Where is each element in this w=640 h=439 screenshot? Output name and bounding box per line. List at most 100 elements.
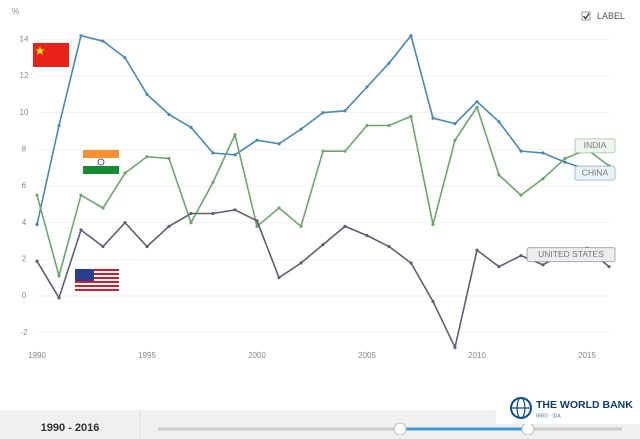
point	[167, 156, 171, 161]
point	[365, 85, 369, 89]
x-tick-label: 2000	[248, 351, 266, 360]
point	[563, 160, 567, 164]
flag-india	[83, 150, 119, 174]
y-tick-label: 0	[22, 291, 27, 300]
point	[123, 171, 127, 175]
point	[299, 261, 303, 265]
series-line	[36, 209, 610, 350]
y-tick-label: 14	[20, 34, 29, 43]
y-tick-label: -2	[20, 328, 28, 337]
point	[57, 274, 61, 278]
point	[453, 345, 457, 349]
y-tick-label: 12	[20, 71, 29, 80]
x-tick-label: 2010	[468, 351, 486, 360]
point	[57, 123, 61, 128]
point	[519, 254, 523, 258]
point	[519, 193, 523, 197]
point	[145, 155, 149, 159]
y-tick-label: 10	[20, 108, 29, 117]
point	[123, 221, 127, 225]
flag-usa	[75, 269, 119, 293]
point	[211, 211, 215, 216]
point	[497, 120, 501, 124]
point	[211, 180, 215, 184]
point	[541, 151, 545, 155]
point	[101, 206, 105, 210]
series-label: UNITED STATES	[538, 249, 604, 259]
point	[365, 233, 369, 238]
point	[321, 111, 325, 115]
point	[79, 228, 83, 232]
point	[167, 112, 171, 117]
point	[409, 34, 413, 38]
y-tick-label: 4	[22, 218, 27, 227]
point	[167, 224, 171, 228]
series-line	[36, 33, 610, 225]
label-toggle[interactable]: LABEL	[597, 11, 625, 21]
point	[145, 244, 149, 249]
brand-sub: IBRD · IDA	[536, 413, 561, 419]
point	[409, 261, 413, 265]
point	[255, 138, 259, 142]
point	[233, 153, 237, 157]
series-label-box	[574, 138, 616, 154]
label-checkbox[interactable]	[581, 11, 591, 21]
point	[343, 109, 347, 113]
point	[79, 34, 83, 38]
point	[277, 206, 281, 210]
point	[35, 193, 39, 197]
x-tick-label: 2005	[358, 351, 376, 360]
point	[343, 224, 347, 228]
point	[431, 222, 435, 227]
point	[123, 56, 127, 60]
point	[255, 219, 259, 223]
point	[277, 276, 281, 280]
point	[497, 173, 501, 177]
flag-china	[33, 43, 69, 67]
point	[409, 114, 413, 118]
point	[541, 177, 545, 181]
point	[233, 133, 237, 137]
point	[299, 127, 303, 131]
point	[255, 224, 259, 228]
y-tick-label: 6	[22, 181, 27, 190]
point	[453, 138, 457, 142]
slider-handle[interactable]	[521, 422, 535, 436]
point	[233, 208, 237, 212]
point	[475, 248, 479, 252]
point	[57, 296, 61, 300]
point	[79, 193, 83, 197]
series-label-box	[574, 165, 616, 181]
brand-name: THE WORLD BANK	[536, 399, 633, 411]
point	[607, 265, 611, 269]
point	[431, 116, 435, 120]
point	[35, 259, 39, 263]
point	[277, 142, 281, 146]
checkmark	[582, 13, 590, 20]
point	[475, 100, 479, 104]
y-tick-label: 8	[22, 144, 27, 153]
point	[189, 211, 193, 216]
point	[387, 244, 391, 249]
x-tick-label: 1995	[138, 351, 156, 360]
point	[387, 123, 391, 128]
range-label: 1990 - 2016	[41, 422, 100, 434]
point	[189, 221, 193, 225]
slider-handle[interactable]	[393, 422, 407, 436]
point	[35, 222, 39, 227]
series-line	[36, 105, 610, 279]
point	[321, 243, 325, 247]
point	[497, 265, 501, 269]
series-label-box	[526, 247, 616, 263]
point	[431, 299, 435, 304]
point	[519, 149, 523, 153]
point	[453, 122, 457, 126]
point	[299, 224, 303, 228]
series-label: INDIA	[584, 140, 607, 150]
point	[101, 39, 105, 43]
point	[387, 61, 391, 65]
point	[563, 156, 567, 161]
series-label: CHINA	[582, 167, 609, 177]
point	[343, 149, 347, 153]
